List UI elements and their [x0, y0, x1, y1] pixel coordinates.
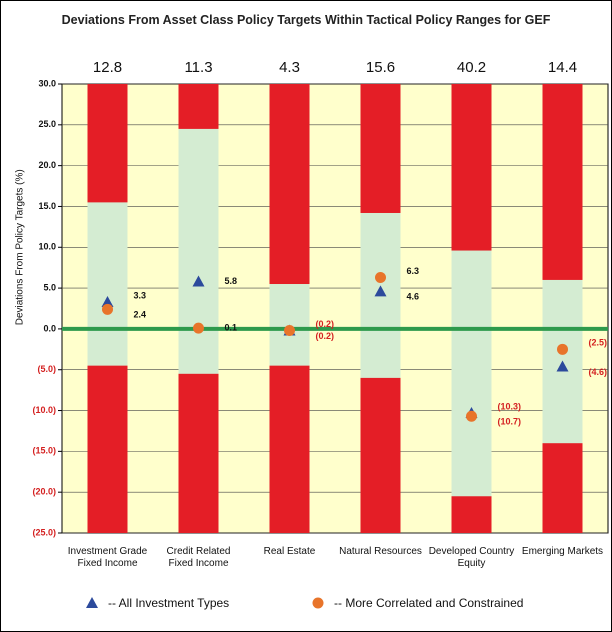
- value-label: (10.7): [498, 417, 522, 427]
- policy-range: [451, 250, 492, 497]
- value-label: 0.1: [225, 322, 238, 332]
- value-label: 6.3: [407, 266, 420, 276]
- y-tick-label: 5.0: [43, 282, 56, 292]
- value-label: (4.6): [589, 367, 608, 377]
- value-label: (2.5): [589, 338, 608, 348]
- category-total: 15.6: [366, 59, 395, 76]
- y-tick-label: 10.0: [38, 242, 56, 252]
- y-tick-label: (5.0): [37, 364, 56, 374]
- marker: [284, 325, 295, 337]
- y-tick-label: 20.0: [38, 160, 56, 170]
- plot-background: [61, 83, 609, 534]
- x-tick-label: Investment Grade Fixed Income: [67, 546, 148, 569]
- marker: [556, 360, 569, 372]
- category-total: 4.3: [279, 59, 300, 76]
- value-label: (10.3): [498, 401, 522, 411]
- y-tick-label: 15.0: [38, 201, 56, 211]
- value-label: 2.4: [134, 310, 147, 320]
- marker: [192, 275, 205, 287]
- marker: [193, 322, 204, 334]
- y-tick-label: (20.0): [32, 487, 56, 497]
- marker: [466, 410, 477, 422]
- marker: [101, 295, 114, 307]
- value-label: (0.2): [316, 319, 335, 329]
- category-total: 40.2: [457, 59, 486, 76]
- chart-title: Deviations From Asset Class Policy Targe…: [61, 13, 551, 27]
- category-total: 14.4: [548, 59, 577, 76]
- policy-range: [87, 202, 128, 366]
- y-tick-label: (15.0): [32, 446, 56, 456]
- value-label: 4.6: [407, 292, 420, 302]
- value-label: (0.2): [316, 331, 335, 341]
- legend-label: -- All Investment Types: [108, 596, 229, 610]
- value-label: 5.8: [225, 276, 238, 286]
- x-tick-label: Credit Related Fixed Income: [166, 546, 231, 569]
- x-tick-label: Emerging Markets: [521, 546, 604, 557]
- y-axis-label: Deviations From Policy Targets (%): [15, 169, 26, 325]
- marker: [374, 285, 387, 297]
- marker: [375, 271, 386, 283]
- x-tick-label: Natural Resources: [339, 546, 422, 557]
- y-tick-label: (25.0): [32, 527, 56, 537]
- x-tick-label: Developed Country Equity: [428, 546, 515, 569]
- policy-range: [178, 128, 219, 374]
- y-tick-label: 0.0: [43, 323, 56, 333]
- marker: [102, 303, 113, 315]
- legend-marker: [86, 597, 98, 608]
- value-label: 3.3: [134, 290, 147, 300]
- y-tick-label: 30.0: [38, 78, 56, 88]
- x-tick-label: Real Estate: [263, 546, 316, 557]
- legend-marker: [312, 597, 324, 609]
- legend-label: -- More Correlated and Constrained: [334, 596, 523, 610]
- category-total: 12.8: [93, 59, 122, 76]
- y-tick-label: 25.0: [38, 119, 56, 129]
- marker: [557, 343, 568, 355]
- y-tick-label: (10.0): [32, 405, 56, 415]
- category-total: 11.3: [184, 59, 212, 76]
